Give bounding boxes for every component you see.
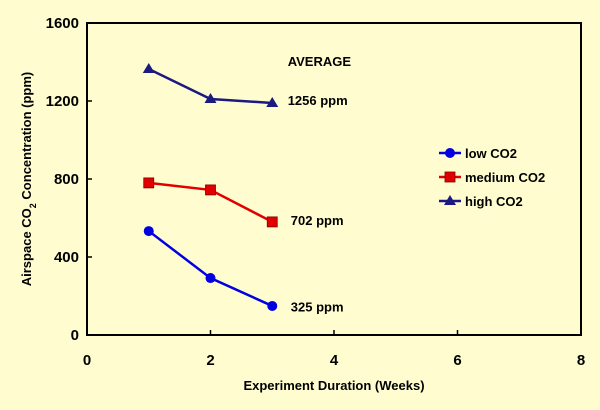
data-point-low [143,226,154,237]
data-point-low [267,300,278,311]
legend-label: low CO2 [465,146,517,161]
y-tick-label: 400 [54,249,79,266]
x-axis-title: Experiment Duration (Weeks) [243,378,424,393]
data-point-low [205,273,216,284]
legend-marker-square-icon [444,171,456,183]
y-tick-label: 800 [54,171,79,188]
x-tick-label: 2 [206,352,214,369]
y-axis-title: Airspace CO2 Concentration (ppm) [19,72,38,287]
legend: low CO2 medium CO2 high CO2 [439,146,545,209]
y-tick-label: 1200 [46,93,79,110]
annotation: 1256 ppm [288,93,348,108]
x-tick-label: 6 [453,352,461,369]
legend-marker-triangle-icon [444,195,456,205]
data-point-medium [266,216,278,228]
y-tick-label: 0 [71,327,79,344]
y-axis-title-part1: Airspace CO [19,208,34,286]
legend-item-low: low CO2 [439,146,517,161]
data-point-high [266,96,279,107]
data-point-high [204,93,217,104]
data-point-medium [205,184,216,196]
data-point-high [142,63,155,74]
legend-item-medium: medium CO2 [439,170,545,185]
x-tick-label: 8 [577,352,585,369]
annotation: 702 ppm [291,213,344,228]
plot-frame [86,22,582,336]
annotation: AVERAGE [288,54,352,69]
legend-item-high: high CO2 [439,194,523,209]
legend-marker-circle-icon [445,148,455,158]
x-tick-label: 4 [330,352,339,369]
legend-label: medium CO2 [465,170,545,185]
y-axis-title-part2: Concentration (ppm) [19,72,34,203]
y-tick-label: 1600 [46,15,79,32]
x-tick-label: 0 [83,352,91,369]
legend-label: high CO2 [465,194,523,209]
data-point-medium [143,177,155,189]
y-axis-title-subscript: 2 [28,203,38,208]
annotation: 325 ppm [291,300,344,315]
